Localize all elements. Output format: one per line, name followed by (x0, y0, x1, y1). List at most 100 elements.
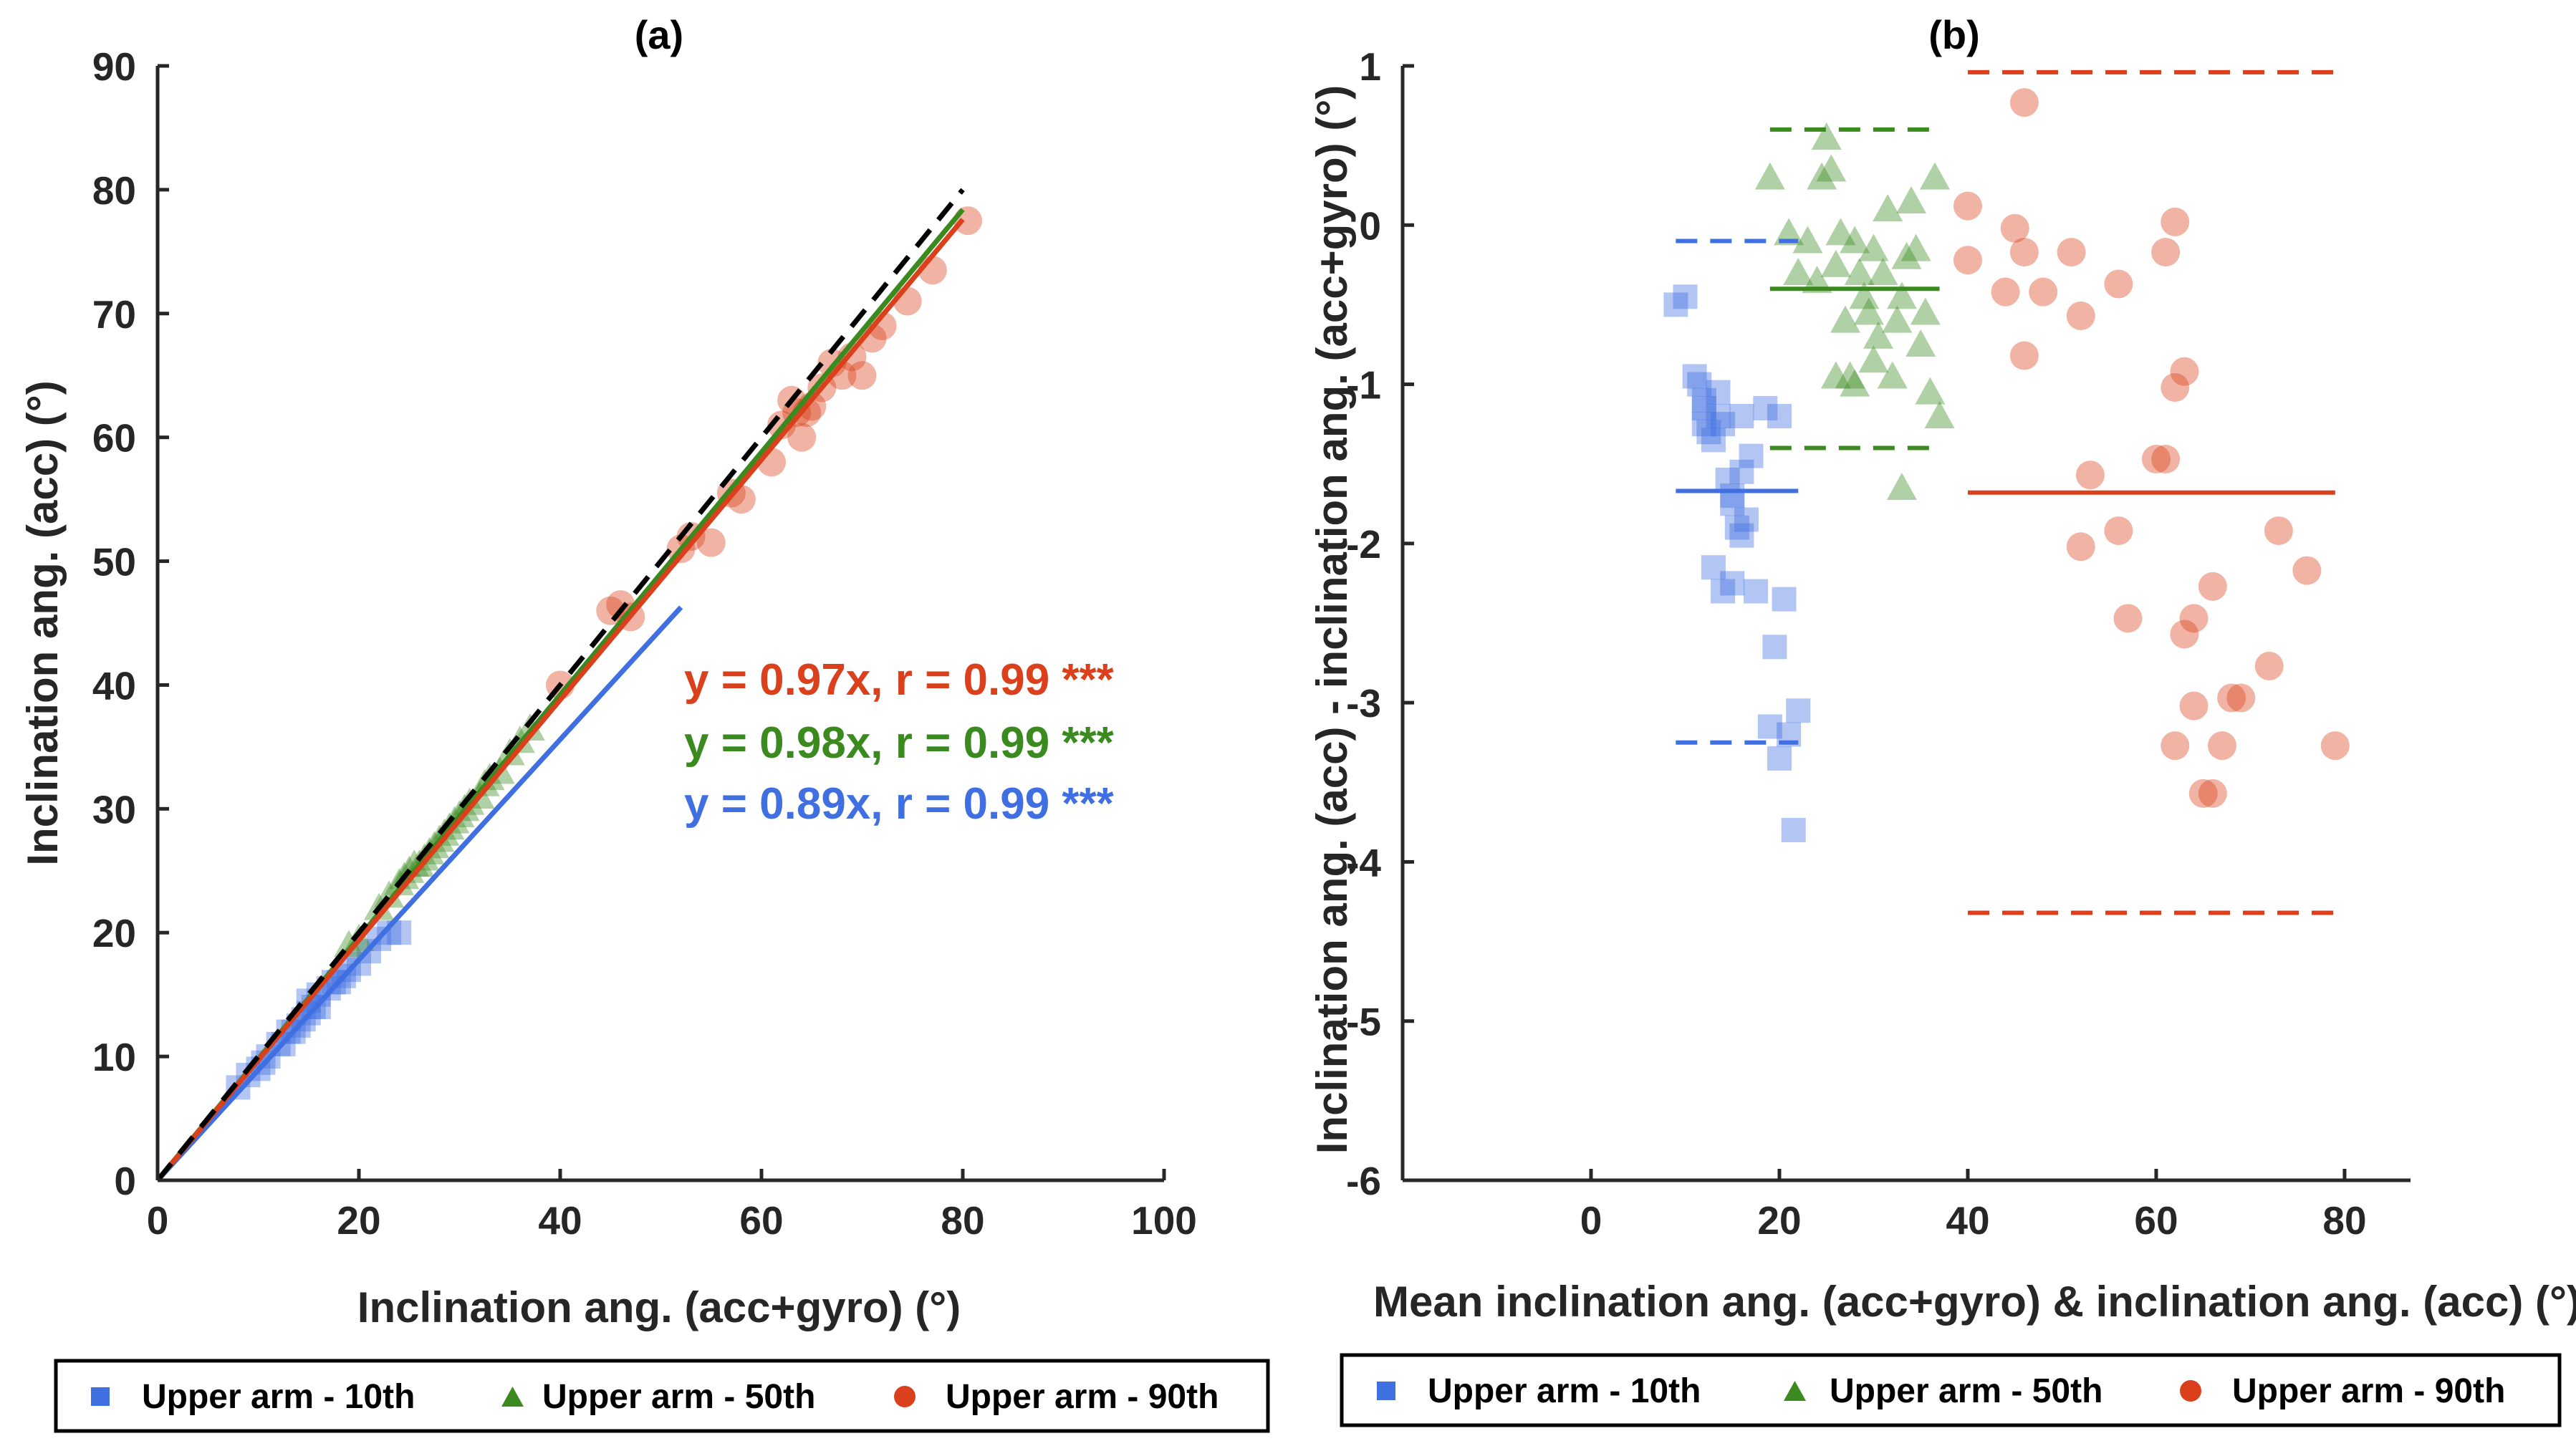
panel-a-point-90th (696, 528, 726, 557)
panel-b-y-tick-label: -5 (1346, 1000, 1381, 1044)
panel-b-y-tick-label: -3 (1346, 681, 1381, 726)
panel-b-point-90th (2198, 779, 2227, 808)
panel-b-point-90th (2009, 238, 2039, 267)
panel-b-point-50th (1830, 305, 1861, 333)
panel-b-y-tick-label: -4 (1346, 840, 1381, 885)
panel-b-point-10th (1691, 395, 1716, 420)
panel-b-point-50th (1802, 266, 1832, 294)
panel-b-point-90th (2226, 683, 2256, 713)
panel-b-point-90th (2104, 516, 2133, 546)
panel-b-point-50th (1825, 218, 1856, 246)
panel-b-point-10th (1753, 395, 1778, 420)
panel-a-legend-marker-90th (894, 1386, 915, 1407)
panel-b-point-10th (1720, 491, 1745, 516)
panel-a-y-tick-label: 50 (92, 540, 136, 584)
panel-a-ticks: 0 20 40 60 80 100 0 10 20 30 40 50 60 70 80 90 (92, 44, 1197, 1243)
panel-a: (a) 0 20 40 60 80 100 0 10 20 30 40 50 60 70 80 90 Incl… (19, 12, 1270, 1433)
panel-b-point-90th (2170, 357, 2199, 386)
panel-b-point-90th (1953, 246, 1982, 275)
panel-a-identity-line (155, 188, 965, 1182)
panel-b-point-90th (2066, 532, 2095, 561)
panel-b-point-90th (2075, 461, 2105, 490)
panel-a-legend-marker-50th (501, 1387, 524, 1407)
panel-b-point-10th (1663, 292, 1688, 317)
panel-a-legend-marker-10th (91, 1387, 110, 1406)
panel-b-point-90th (2161, 373, 2190, 403)
panel-a-fit-line-10th (155, 605, 683, 1182)
panel-a-legend-box (54, 1359, 1270, 1433)
panel-b-point-90th (1953, 191, 1982, 221)
panel-b-point-10th (1762, 635, 1787, 660)
panel-b-point-50th (1877, 361, 1908, 389)
panel-b-legend-label-50th: Upper arm - 50th (1830, 1372, 2102, 1410)
panel-b-point-50th (1853, 297, 1884, 325)
panel-b-point-10th (1706, 404, 1731, 429)
panel-b-point-50th (1820, 249, 1851, 277)
panel-b-legend-label-10th: Upper arm - 10th (1428, 1372, 1701, 1410)
panel-a-y-tick-label: 10 (92, 1035, 136, 1079)
panel-a-legend-label-50th: Upper arm - 50th (542, 1378, 815, 1416)
panel-b-point-10th (1720, 571, 1745, 596)
panel-b-point-10th (1711, 412, 1736, 437)
panel-b-point-50th (1882, 305, 1913, 333)
panel-b-y-tick-label: -1 (1346, 363, 1381, 408)
panel-b-point-50th (1919, 162, 1950, 190)
panel-a-x-tick-label: 100 (1131, 1198, 1197, 1243)
panel-b-y-axis-title: Inclination ang. (acc) - inclination ang… (1308, 85, 1356, 1155)
panel-b-point-10th (1701, 428, 1726, 453)
panel-a-x-tick-label: 60 (739, 1198, 783, 1243)
panel-b-point-90th (2264, 516, 2293, 546)
panel-b-point-90th (2161, 731, 2190, 761)
panel-a-legend-label-10th: Upper arm - 10th (142, 1378, 415, 1416)
equation-10th: y = 0.89x, r = 0.99 *** (684, 779, 1115, 829)
panel-b-y-tick-label: 1 (1359, 44, 1381, 89)
panel-a-y-tick-label: 90 (92, 44, 136, 89)
panel-a-y-tick-label: 70 (92, 292, 136, 337)
panel-b-point-90th (2066, 301, 2095, 330)
equation-50th: y = 0.98x, r = 0.99 *** (684, 718, 1115, 768)
panel-b-legend-box (1340, 1353, 2562, 1427)
panel-a-point-90th (847, 361, 877, 390)
panel-b-point-90th (2217, 683, 2246, 713)
panel-b-point-50th (1891, 241, 1922, 269)
panel-b-point-10th (1767, 746, 1792, 771)
panel-b-legend: Upper arm - 10th Upper arm - 50th Upper … (1340, 1353, 2562, 1427)
panel-b-point-90th (2151, 445, 2181, 474)
panel-b-point-50th (1896, 185, 1927, 213)
panel-b-point-90th (1991, 277, 2020, 307)
equation-90th: y = 0.97x, r = 0.99 *** (684, 655, 1115, 705)
panel-b-point-50th (1886, 473, 1917, 501)
panel-b-point-50th (1811, 122, 1842, 150)
panel-b-x-tick-label: 40 (1946, 1198, 1989, 1243)
panel-a-x-tick-label: 40 (538, 1198, 582, 1243)
panel-a-x-axis-title: Inclination ang. (acc+gyro) (°) (357, 1283, 961, 1331)
panel-b-marks (1663, 69, 2350, 915)
panel-a-y-tick-label: 60 (92, 416, 136, 461)
panel-b-title: (b) (1928, 12, 1980, 57)
panel-b-point-90th (2170, 620, 2199, 649)
panel-b-point-90th (2254, 652, 2284, 681)
panel-a-y-tick-label: 0 (114, 1159, 136, 1203)
panel-a-legend: Upper arm - 10th Upper arm - 50th Upper … (54, 1359, 1270, 1433)
panel-b-point-50th (1863, 321, 1894, 349)
panel-b-y-tick-label: -6 (1346, 1159, 1381, 1203)
panel-a-legend-label-90th: Upper arm - 90th (946, 1378, 1219, 1416)
panel-b-point-10th (1734, 507, 1759, 532)
panel-b-point-10th (1696, 420, 1721, 445)
panel-b-y-tick-label: 0 (1359, 203, 1381, 248)
panel-a-point-90th (787, 423, 817, 452)
panel-b-point-10th (1729, 523, 1754, 548)
panel-b-point-50th (1900, 233, 1931, 261)
panel-b: (b) 0 20 40 60 80 -6 -5 -4 -3 -2 -1 0 1 Mean inclina… (1308, 12, 2576, 1427)
panel-b-point-90th (2029, 277, 2058, 307)
panel-b-legend-marker-50th (1784, 1381, 1806, 1401)
panel-b-point-50th (1840, 226, 1870, 254)
panel-b-point-90th (2320, 731, 2350, 761)
panel-b-point-90th (2208, 731, 2237, 761)
panel-b-point-10th (1706, 380, 1731, 405)
panel-a-x-tick-label: 80 (941, 1198, 984, 1243)
panel-b-point-10th (1687, 372, 1712, 397)
panel-a-fit-line-90th (155, 218, 965, 1182)
panel-b-legend-label-90th: Upper arm - 90th (2232, 1372, 2505, 1410)
